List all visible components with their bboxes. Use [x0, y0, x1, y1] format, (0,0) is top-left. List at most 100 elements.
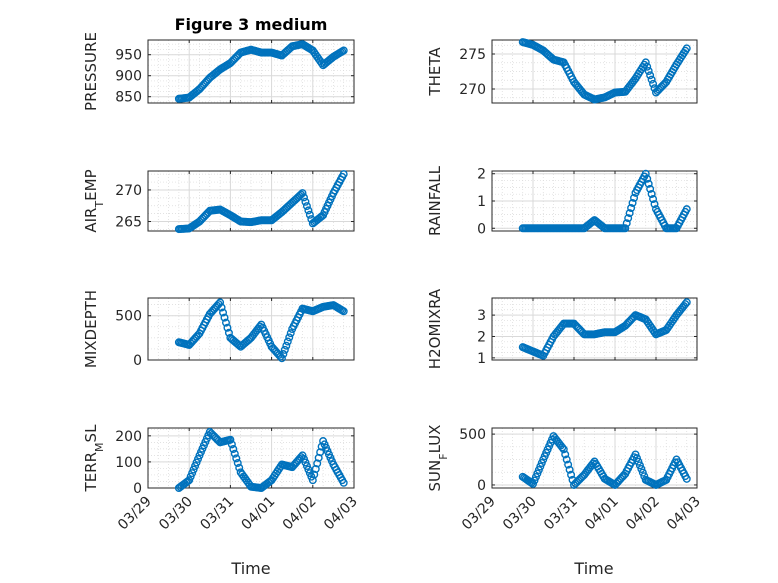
data-point-interp — [223, 323, 232, 332]
data-point — [631, 450, 640, 459]
data-point-interp — [235, 463, 244, 472]
data-point — [339, 170, 348, 179]
subplot-air_temp: 265 270 AIRTEMP — [82, 169, 355, 234]
axes-box — [491, 297, 698, 361]
y-axis-label: PRESSURE — [82, 32, 100, 111]
data-point-interp — [647, 189, 656, 198]
data-point — [216, 298, 225, 307]
x-tick-label: 04/02 — [623, 494, 663, 534]
data-point — [682, 298, 691, 307]
subplot-rainfall: 0 1 2 RAINFALL — [426, 165, 698, 237]
data-point — [641, 169, 650, 178]
subplot-mixdepth: 0 500 MIXDEPTH — [82, 290, 355, 369]
data-point-interp — [305, 210, 314, 219]
data-point — [682, 205, 691, 214]
data-point-interp — [625, 209, 634, 218]
data-point-interp — [286, 329, 295, 338]
axes-box — [147, 297, 355, 361]
y-tick-label: 270 — [459, 82, 486, 98]
y-tick-label: 900 — [115, 69, 142, 85]
data-point — [339, 478, 348, 487]
data-point-interp — [624, 214, 633, 223]
y-axis-label: AIRTEMP — [82, 169, 106, 232]
x-tick-label: 04/02 — [280, 494, 320, 534]
data-point-interp — [221, 318, 230, 327]
data-point — [559, 445, 568, 454]
y-tick-label: 0 — [477, 478, 486, 494]
data-point — [277, 354, 286, 363]
data-point-interp — [643, 62, 652, 71]
data-point-interp — [643, 174, 652, 183]
subplot-terr_msl: 0 100 200 03/29 03/30 03/31 04/01 04/02 04/03 TER… — [82, 424, 361, 533]
y-tick-label: 1 — [477, 194, 486, 210]
data-point-interp — [650, 200, 659, 209]
x-tick-label: 04/01 — [582, 494, 622, 534]
data-point-interp — [282, 341, 291, 350]
data-point-interp — [311, 464, 320, 473]
y-axis-label: TERRMSL — [82, 424, 106, 493]
data-point-interp — [646, 71, 655, 80]
data-point — [641, 58, 650, 67]
data-point-interp — [637, 464, 646, 473]
data-point-interp — [561, 450, 570, 459]
series-markers — [174, 298, 348, 363]
data-point-interp — [627, 204, 636, 213]
data-point-interp — [649, 195, 658, 204]
x-tick-label: 03/31 — [541, 494, 581, 534]
data-point-interp — [681, 300, 690, 309]
axes-box — [147, 39, 355, 104]
data-point-interp — [647, 75, 656, 84]
data-point-interp — [313, 459, 322, 468]
data-point-interp — [285, 333, 294, 342]
data-point — [339, 307, 348, 316]
series-markers — [174, 170, 348, 234]
data-point-interp — [644, 179, 653, 188]
data-point-interp — [227, 440, 236, 449]
axes-box — [491, 427, 698, 489]
data-point-interp — [638, 468, 647, 477]
data-point-interp — [634, 457, 643, 466]
x-tick-label: 04/03 — [321, 494, 361, 534]
x-tick-label: 04/01 — [239, 494, 279, 534]
data-point-interp — [646, 184, 655, 193]
figure-title: Figure 3 medium — [175, 15, 328, 34]
y-tick-label: 270 — [115, 183, 142, 199]
data-point-interp — [217, 303, 226, 312]
subplot-pressure: 850 900 950 PRESSURE — [82, 32, 355, 111]
data-point-interp — [220, 313, 229, 322]
x-tick-label: 03/30 — [500, 494, 540, 534]
x-tick-label: 03/30 — [156, 494, 196, 534]
series-markers — [174, 427, 348, 493]
data-point-interp — [558, 443, 567, 452]
data-point-interp — [567, 470, 576, 479]
data-point-interp — [219, 308, 228, 317]
data-point-interp — [310, 470, 319, 479]
data-point — [308, 476, 317, 485]
data-point — [298, 189, 307, 198]
x-tick-label: 03/29 — [115, 494, 155, 534]
y-tick-label: 0 — [133, 353, 142, 369]
series-markers — [174, 40, 348, 103]
y-tick-label: 1 — [477, 351, 486, 367]
data-point-interp — [304, 206, 313, 215]
data-point-interp — [279, 350, 288, 359]
y-tick-label: 2 — [477, 329, 486, 345]
y-tick-label: 500 — [459, 427, 486, 443]
x-tick-label: 04/03 — [664, 494, 704, 534]
y-tick-label: 850 — [115, 90, 142, 106]
x-tick-label: 03/31 — [197, 494, 237, 534]
y-tick-label: 950 — [115, 48, 142, 64]
series-markers — [518, 432, 691, 489]
subplot-sun_flux: 0 500 03/29 03/30 03/31 04/01 04/02 04/03 SUNFLU… — [426, 425, 704, 534]
y-tick-label: 0 — [477, 221, 486, 237]
y-axis-label: RAINFALL — [426, 165, 444, 236]
data-point-interp — [301, 197, 310, 206]
y-tick-label: 2 — [477, 167, 486, 183]
data-point-interp — [283, 337, 292, 346]
y-tick-label: 265 — [115, 215, 142, 231]
data-point — [682, 44, 691, 53]
y-tick-label: 200 — [115, 429, 142, 445]
y-axis-label: THETA — [426, 47, 444, 97]
data-point-interp — [302, 202, 311, 211]
